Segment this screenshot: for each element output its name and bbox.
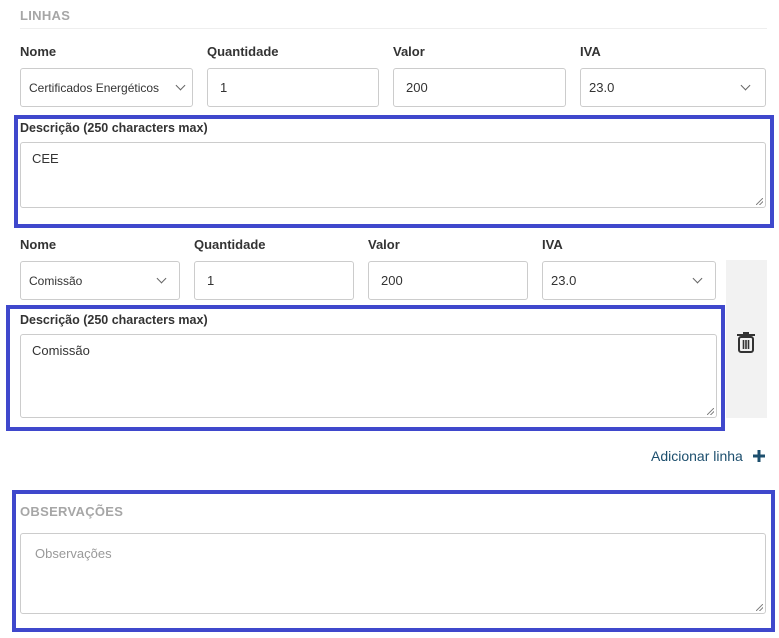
plus-icon <box>752 450 765 462</box>
descricao-value: CEE <box>32 151 59 166</box>
chevron-down-icon <box>692 273 703 284</box>
add-line-label: Adicionar linha <box>651 448 743 464</box>
descricao-textarea[interactable]: CEE <box>20 142 766 208</box>
nome-label: Nome <box>20 44 57 59</box>
valor-input[interactable]: 200 <box>368 261 528 300</box>
observacoes-textarea[interactable]: Observações <box>20 533 766 614</box>
observacoes-placeholder: Observações <box>35 546 112 561</box>
descricao-value: Comissão <box>32 343 90 358</box>
quantidade-label: Quantidade <box>194 237 266 252</box>
chevron-down-icon <box>156 273 167 284</box>
observacoes-section-title: OBSERVAÇÕES <box>20 504 124 519</box>
valor-label: Valor <box>368 237 400 252</box>
quantidade-input[interactable]: 1 <box>207 68 379 107</box>
valor-label: Valor <box>393 44 425 59</box>
delete-line-button[interactable] <box>726 260 767 418</box>
nome-select[interactable]: Certificados Energéticos <box>20 68 193 107</box>
highlight-box <box>14 115 774 228</box>
iva-select-value: 23.0 <box>589 80 615 95</box>
iva-label: IVA <box>580 44 601 59</box>
chevron-down-icon <box>740 80 751 91</box>
nome-select-value: Certificados Energéticos <box>29 80 160 95</box>
trash-icon <box>737 332 755 353</box>
iva-label: IVA <box>542 237 563 252</box>
resize-handle[interactable] <box>707 408 714 415</box>
descricao-label: Descrição (250 characters max) <box>20 121 208 135</box>
resize-handle[interactable] <box>756 198 763 205</box>
resize-handle[interactable] <box>756 604 763 611</box>
chevron-down-icon <box>175 80 186 91</box>
iva-select[interactable]: 23.0 <box>542 261 716 300</box>
nome-select-value: Comissão <box>29 273 83 288</box>
add-line-button[interactable]: Adicionar linha <box>651 448 765 464</box>
nome-label: Nome <box>20 237 57 252</box>
descricao-label: Descrição (250 characters max) <box>20 313 208 327</box>
iva-select-value: 23.0 <box>551 273 577 288</box>
nome-select[interactable]: Comissão <box>20 261 180 300</box>
highlight-box <box>12 490 775 632</box>
quantidade-input[interactable]: 1 <box>194 261 354 300</box>
valor-input[interactable]: 200 <box>393 68 566 107</box>
divider <box>20 28 767 29</box>
highlight-box <box>6 305 725 431</box>
descricao-textarea[interactable]: Comissão <box>20 334 717 418</box>
linhas-section-title: LINHAS <box>20 8 71 23</box>
quantidade-label: Quantidade <box>207 44 279 59</box>
iva-select[interactable]: 23.0 <box>580 68 766 107</box>
